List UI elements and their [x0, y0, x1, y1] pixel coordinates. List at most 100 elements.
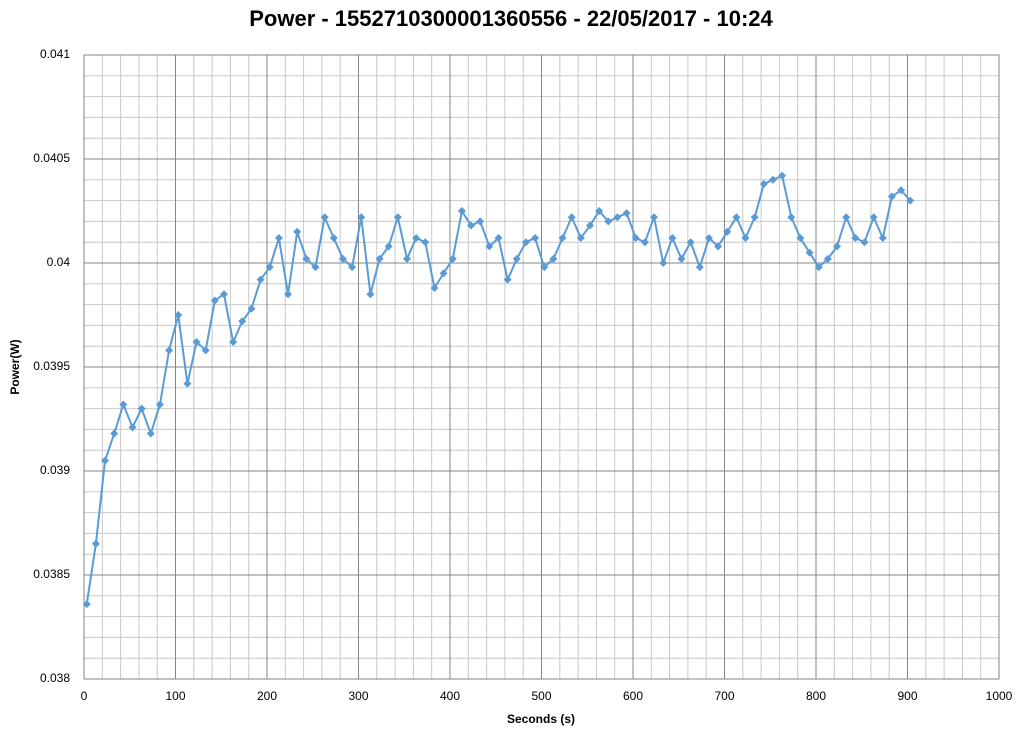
data-point — [558, 234, 567, 243]
data-point — [640, 238, 649, 247]
x-tick-label: 300 — [348, 689, 368, 703]
data-point — [686, 238, 695, 247]
data-point — [750, 213, 759, 222]
data-point — [851, 234, 860, 243]
data-point — [833, 242, 842, 251]
y-axis-label: Power(W) — [8, 339, 22, 394]
data-point — [805, 248, 814, 257]
y-tick-label: 0.041 — [40, 47, 70, 61]
data-point — [293, 227, 302, 236]
data-point — [768, 175, 777, 184]
x-tick-label: 100 — [165, 689, 185, 703]
data-point — [906, 196, 915, 205]
data-point — [796, 234, 805, 243]
data-point — [549, 254, 558, 263]
data-point — [348, 263, 357, 272]
data-point — [485, 242, 494, 251]
data-point — [393, 213, 402, 222]
data-point — [320, 213, 329, 222]
x-tick-label: 800 — [806, 689, 826, 703]
data-point — [338, 254, 347, 263]
x-axis-label: Seconds (s) — [507, 712, 575, 726]
data-point — [631, 234, 640, 243]
data-point — [375, 254, 384, 263]
y-tick-label: 0.039 — [40, 463, 70, 477]
data-point — [887, 192, 896, 201]
data-point — [704, 234, 713, 243]
data-point — [448, 254, 457, 263]
y-tick-label: 0.038 — [40, 671, 70, 685]
data-point — [284, 290, 293, 299]
data-point — [787, 213, 796, 222]
data-point — [860, 238, 869, 247]
data-point — [604, 217, 613, 226]
data-point — [677, 254, 686, 263]
data-point — [210, 296, 219, 305]
data-point — [219, 290, 228, 299]
y-tick-label: 0.0405 — [33, 151, 70, 165]
data-point — [521, 238, 530, 247]
x-tick-label: 400 — [440, 689, 460, 703]
data-point — [101, 456, 110, 465]
data-point — [732, 213, 741, 222]
data-point — [595, 207, 604, 215]
data-point — [128, 423, 137, 432]
data-point — [512, 254, 521, 263]
data-point — [357, 213, 366, 222]
data-point — [439, 269, 448, 278]
data-point — [229, 338, 238, 347]
x-tick-label: 0 — [81, 689, 88, 703]
data-point — [622, 209, 631, 218]
data-point — [585, 221, 594, 230]
data-point — [91, 539, 100, 548]
data-point — [778, 171, 787, 180]
data-point — [201, 346, 210, 355]
x-tick-label: 700 — [714, 689, 734, 703]
data-point — [384, 242, 393, 251]
data-point — [869, 213, 878, 222]
data-point — [174, 311, 183, 319]
data-point — [119, 400, 128, 409]
data-point — [467, 221, 476, 230]
data-point — [759, 179, 768, 188]
data-point — [137, 404, 146, 413]
data-point — [842, 213, 851, 222]
data-point — [146, 429, 155, 438]
data-point — [247, 304, 256, 313]
data-point — [531, 234, 540, 243]
data-point — [613, 213, 622, 222]
x-tick-label: 600 — [623, 689, 643, 703]
data-point — [155, 400, 164, 409]
data-point — [274, 234, 283, 243]
data-point — [238, 317, 247, 326]
x-tick-label: 900 — [897, 689, 917, 703]
data-point — [430, 283, 439, 292]
data-point — [741, 234, 750, 243]
data-point — [476, 217, 485, 226]
data-point — [302, 254, 311, 263]
data-point — [82, 600, 91, 609]
data-point — [183, 379, 192, 388]
data-point — [695, 263, 704, 272]
data-point — [366, 290, 375, 299]
data-point — [165, 346, 174, 355]
data-point — [668, 234, 677, 243]
y-tick-label: 0.0395 — [33, 359, 70, 373]
data-point — [659, 259, 668, 267]
data-point — [421, 238, 430, 247]
data-point — [878, 234, 887, 243]
data-point — [650, 213, 659, 222]
data-point — [814, 263, 823, 272]
x-tick-label: 200 — [257, 689, 277, 703]
x-tick-label: 500 — [531, 689, 551, 703]
data-point — [494, 234, 503, 243]
data-point — [265, 263, 274, 272]
data-point — [897, 186, 906, 195]
chart-title: Power - 1552710300001360556 - 22/05/2017… — [249, 6, 773, 31]
data-point — [329, 234, 338, 243]
data-point — [714, 242, 723, 251]
data-point — [192, 338, 201, 347]
data-point — [540, 263, 549, 272]
data-point — [311, 263, 320, 272]
